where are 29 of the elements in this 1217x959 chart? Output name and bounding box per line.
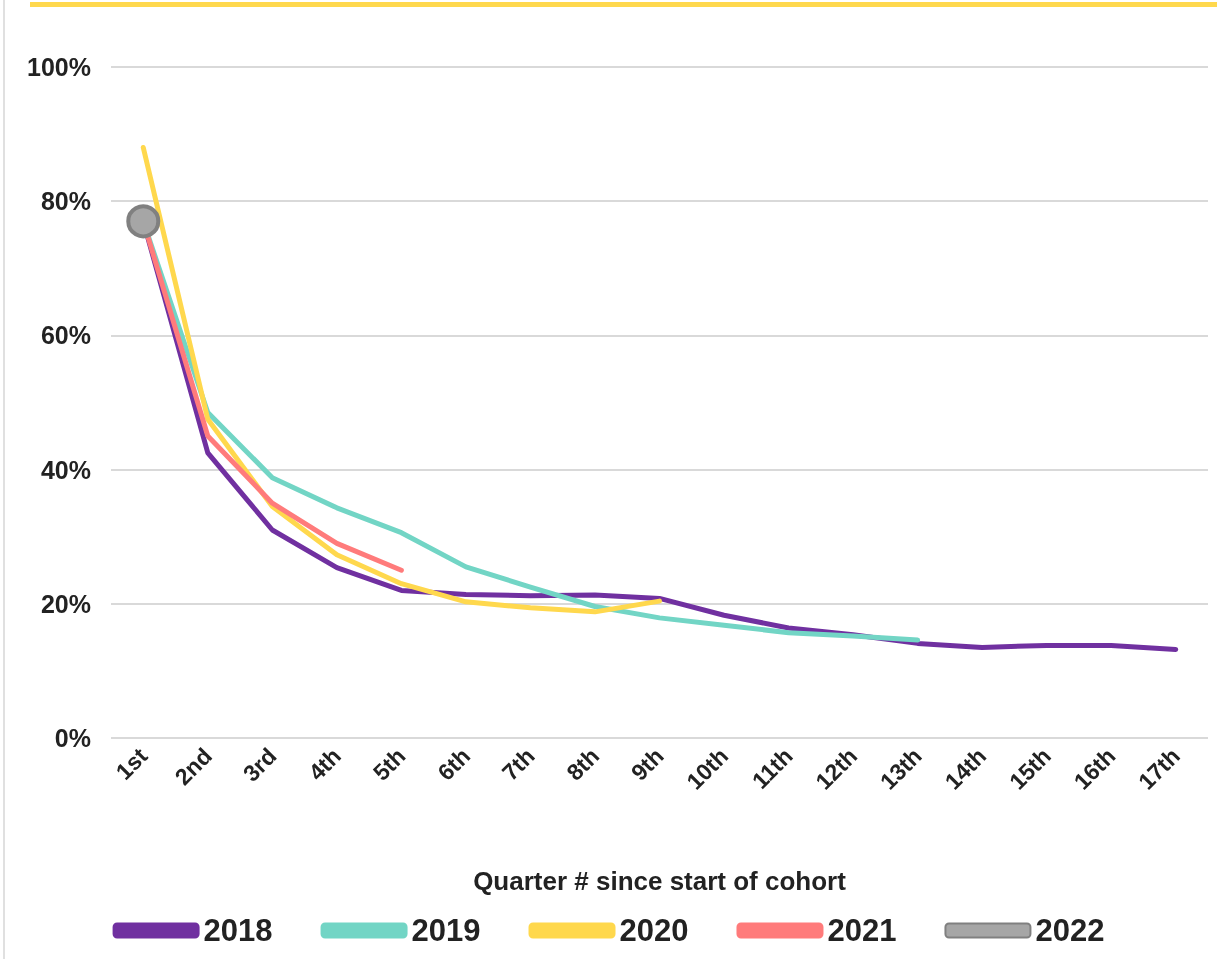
x-tick-label: 16th — [1068, 742, 1121, 795]
x-tick-label: 11th — [746, 742, 798, 794]
legend-label: 2021 — [827, 913, 897, 948]
x-tick-label: 9th — [625, 742, 669, 786]
y-tick-label: 100% — [27, 53, 91, 81]
legend-label: 2022 — [1035, 913, 1105, 948]
legend-label: 2019 — [411, 913, 481, 948]
x-axis-title: Quarter # since start of cohort — [473, 866, 847, 896]
y-tick-label: 20% — [40, 589, 91, 618]
x-tick-label: 6th — [432, 742, 476, 786]
x-tick-label: 4th — [303, 742, 347, 786]
y-tick-label: 40% — [40, 455, 91, 484]
x-tick-label: 3rd — [237, 742, 282, 787]
x-tick-label: 7th — [496, 742, 540, 786]
x-tick-label: 2nd — [169, 742, 217, 791]
x-tick-label: 13th — [875, 742, 927, 795]
y-tick-label: 80% — [40, 187, 91, 216]
x-tick-label: 12th — [810, 742, 863, 795]
y-tick-label: 0% — [54, 724, 91, 752]
x-tick-label: 17th — [1133, 742, 1185, 795]
legend-label: 2020 — [619, 913, 689, 948]
x-tick-label: 1st — [110, 742, 153, 785]
x-tick-label: 5th — [367, 742, 411, 786]
x-tick-label: 15th — [1004, 742, 1056, 795]
x-tick-label: 14th — [939, 742, 992, 795]
x-tick-label: 8th — [561, 742, 605, 786]
legend-label: 2018 — [203, 913, 273, 948]
y-tick-label: 60% — [40, 321, 91, 350]
x-tick-label: 10th — [681, 742, 734, 795]
